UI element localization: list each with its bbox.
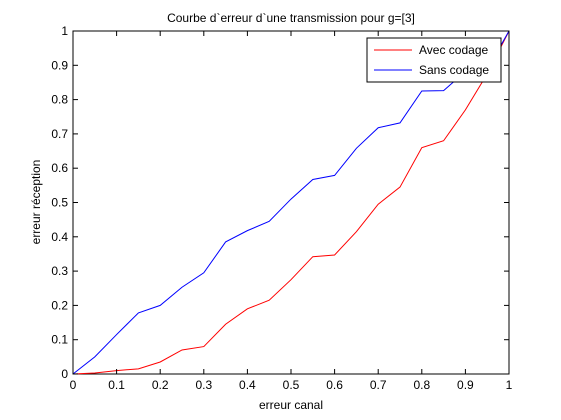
- x-tick-label: 0.8: [413, 378, 430, 392]
- x-tick-label: 0.1: [108, 378, 125, 392]
- series-line-avec-codage: [72, 30, 510, 375]
- x-tick-label: 0.3: [195, 378, 212, 392]
- legend-label-sans-codage: Sans codage: [419, 63, 489, 77]
- x-tick-label: 1: [506, 378, 513, 392]
- legend: Avec codage Sans codage: [366, 37, 502, 83]
- y-tick-label: 0.6: [51, 161, 68, 175]
- plot-area: [72, 30, 510, 375]
- y-tick-label: 0.9: [51, 58, 68, 72]
- series-layer: [72, 30, 510, 375]
- y-tick-label: 0.7: [51, 127, 68, 141]
- y-tick-label: 0.4: [51, 230, 68, 244]
- legend-box: [366, 37, 502, 83]
- y-tick-label: 0.1: [51, 333, 68, 347]
- y-tick-label: 0.3: [51, 264, 68, 278]
- y-tick-label: 0.2: [51, 298, 68, 312]
- x-tick-label: 0.5: [283, 378, 300, 392]
- x-tick-label: 0.4: [239, 378, 256, 392]
- chart-title: Courbe d`erreur d`une transmission pour …: [167, 11, 415, 25]
- y-tick-label: 0.8: [51, 93, 68, 107]
- y-tick-label: 0: [61, 367, 68, 381]
- x-tick-label: 0.9: [457, 378, 474, 392]
- x-tick-label: 0: [70, 378, 77, 392]
- y-tick-label: 0.5: [51, 196, 68, 210]
- x-tick-label: 0.2: [152, 378, 169, 392]
- x-axis-label: erreur canal: [259, 398, 323, 412]
- legend-label-avec-codage: Avec codage: [419, 43, 488, 57]
- x-tick-label: 0.7: [370, 378, 387, 392]
- series-line-sans-codage: [72, 30, 510, 375]
- x-tick-label: 0.6: [326, 378, 343, 392]
- y-axis-label: erreur réception: [29, 160, 43, 245]
- tick-layer: 0 0.1 0.2 0.3 0.4 0.5 0.6 0.7 0.8 0.9 1 0 0.1 0.2 0.3 0…: [51, 24, 512, 392]
- y-tick-label: 1: [61, 24, 68, 38]
